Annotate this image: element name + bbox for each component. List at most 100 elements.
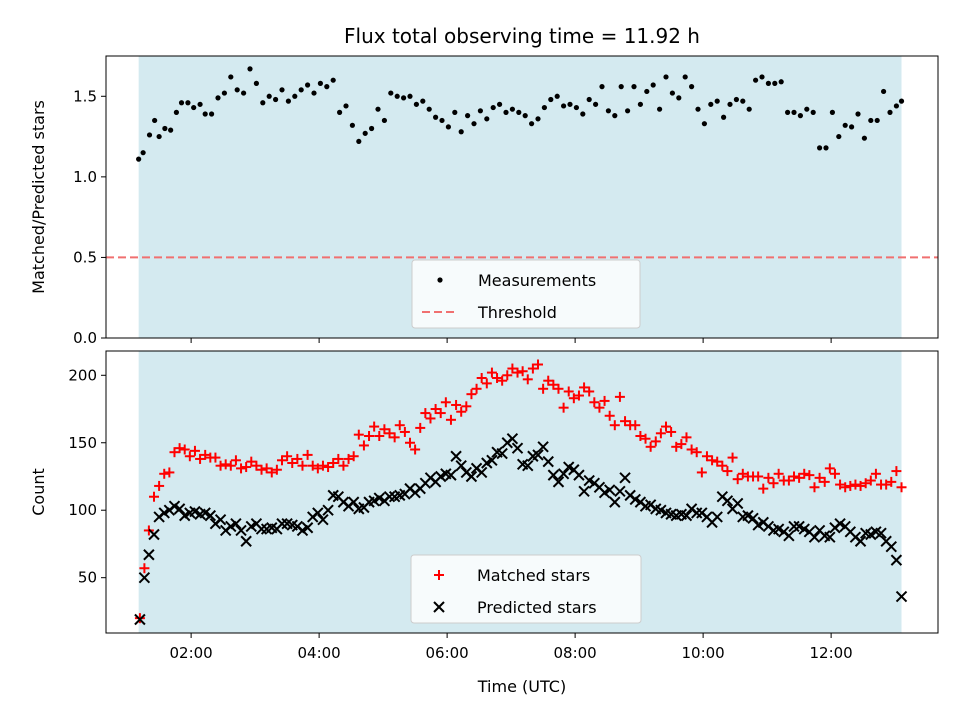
measurement-point [893,103,900,109]
matched-star-marker [655,428,666,439]
matched-star-marker [538,383,549,394]
matched-star-marker [328,457,339,468]
matched-star-marker [696,467,707,478]
matched-star-marker [650,436,661,447]
measurement-point [285,98,291,104]
measurement-point [298,87,304,93]
matched-star-marker [481,378,492,389]
matched-star-marker [763,472,774,483]
legend-box [410,554,642,624]
predicted-star-marker [383,491,396,503]
measurement-point [337,109,343,115]
measurement-point [861,135,868,141]
measurement-point [168,127,174,133]
y-tick-label: 100 [68,501,97,519]
predicted-star-marker [808,531,821,543]
matched-star-marker [870,468,881,479]
matched-star-marker [676,439,687,450]
matched-star-marker [317,460,328,471]
matched-star-marker [630,420,641,431]
measurement-point [650,82,656,88]
predicted-star-marker [214,513,227,526]
matched-star-marker [466,389,477,400]
predicted-star-marker [312,507,324,519]
matched-star-marker [399,426,410,437]
ratio-panel: 0.0 0.5 1.0 1.5 Matched/Predicted stars Measu… [29,55,939,347]
measurement-point [733,96,740,103]
matched-star-marker [712,456,723,467]
measurement-point [682,74,688,80]
measurement-point [836,133,842,140]
predicted-star-marker [301,522,314,534]
matched-star-marker [758,483,769,494]
matched-star-marker [896,482,907,493]
matched-star-marker [568,393,579,404]
matched-star-marker [220,459,231,470]
matched-star-marker [860,478,871,489]
matched-star-marker [338,460,349,471]
matched-star-marker [533,359,543,370]
predicted-star-marker [747,512,759,525]
measurement-point [618,84,624,90]
matched-star-marker [666,426,677,437]
matched-star-marker [456,406,467,417]
matched-star-marker [225,460,236,471]
x-tick-label: 06:00 [426,644,469,662]
matched-star-marker [671,441,682,452]
measurement-point [178,100,185,106]
measurement-point [612,113,618,119]
y-tick-label: 150 [68,434,97,452]
matched-star-marker [886,476,897,487]
measurement-point [605,108,612,114]
measurement-point [420,98,426,104]
measurement-point [202,111,208,117]
measurement-point [663,74,669,80]
measurement-point [173,109,179,115]
measurement-point [273,96,279,103]
predicted-star-marker [143,549,155,561]
predicted-star-marker [455,459,467,472]
x-tick-label: 04:00 [298,644,341,662]
measurement-point [887,109,893,115]
legend-label: Predicted stars [477,598,597,617]
matched-star-marker [440,397,451,408]
measurement-point [324,84,330,90]
measurement-point [279,87,285,93]
measurement-point [721,114,727,120]
predicted-star-marker [890,554,903,566]
matched-star-marker [389,432,400,443]
legend: Matched stars Predicted stars [410,554,642,624]
measurement-point [162,125,168,132]
matched-star-marker [410,444,421,455]
matched-star-marker [210,452,221,463]
x-axis-label: Time (UTC) [477,677,566,696]
measurement-point [292,93,298,99]
matched-star-marker [261,463,272,474]
predicted-star-marker [317,513,329,526]
measurement-point [253,80,259,86]
predicted-star-marker [537,441,549,453]
measurement-point [509,106,515,112]
matched-star-marker [814,472,825,483]
measurement-point [156,133,162,140]
matched-star-marker [189,445,200,456]
measurement-point [778,79,784,85]
measurement-point [855,111,861,117]
measurement-point [765,80,772,86]
x-tick-label: 02:00 [170,644,213,662]
matched-star-marker [829,468,840,479]
measurement-point [593,101,599,107]
predicted-star-marker [547,469,560,481]
measurement-point [458,129,464,135]
measurement-point [247,66,253,72]
measurement-point [152,117,158,124]
matched-star-marker [584,386,595,397]
predicted-star-marker [445,469,457,481]
measurement-point [330,77,336,83]
measurement-point [689,84,695,90]
measurement-point [140,150,146,156]
predicted-star-marker [609,496,621,508]
matched-star-marker [783,475,794,486]
y-tick-label: 0.0 [73,329,97,347]
predicted-star-marker [230,518,242,530]
